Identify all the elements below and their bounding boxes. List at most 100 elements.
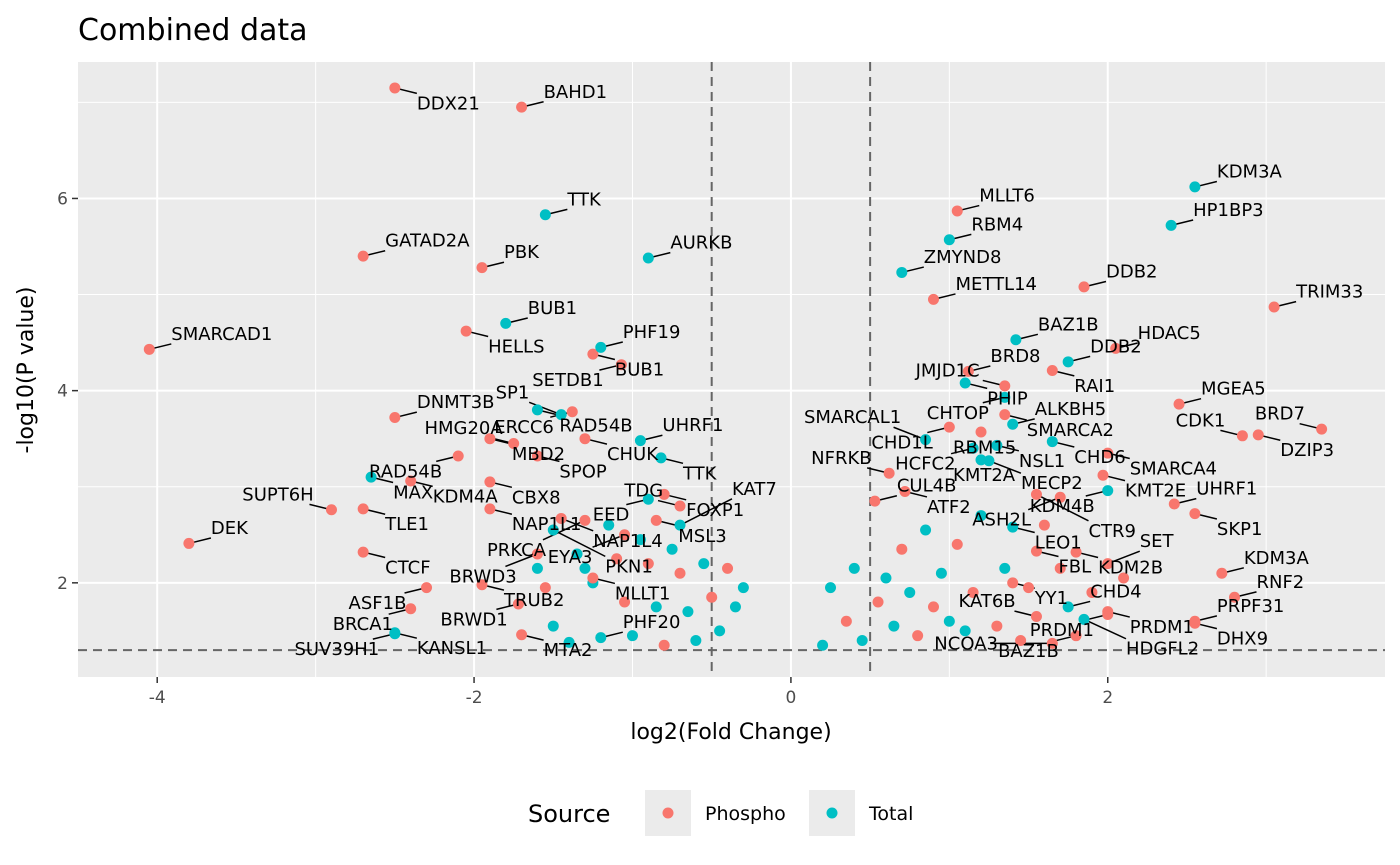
data-point — [674, 519, 686, 531]
data-point — [1268, 301, 1280, 313]
point-label: FOXP1 — [686, 500, 744, 521]
point-label: UHRF1 — [662, 415, 723, 436]
data-point — [539, 582, 551, 594]
data-point — [920, 434, 932, 446]
point-label: PRDM1 — [1130, 617, 1194, 638]
data-point — [999, 409, 1011, 421]
data-point — [737, 582, 749, 594]
point-label: RAD54B — [369, 461, 442, 482]
point-label: CUL4B — [897, 476, 957, 497]
point-label: DNMT3B — [417, 392, 495, 413]
label-leader-line — [592, 534, 625, 548]
data-point — [531, 548, 543, 560]
legend-title: Source — [528, 800, 610, 828]
legend: Source Phospho Total — [528, 790, 913, 836]
data-point — [1046, 364, 1058, 376]
data-point — [1030, 545, 1042, 557]
point-label: SMARCA4 — [1130, 459, 1217, 480]
data-point — [531, 404, 543, 416]
data-point — [1070, 630, 1082, 642]
data-point — [991, 439, 1003, 451]
data-point — [698, 558, 710, 570]
data-point — [452, 450, 464, 462]
point-label: KDM4A — [433, 486, 499, 507]
data-point — [571, 548, 583, 560]
point-label: BAZ1B — [1038, 314, 1099, 335]
data-point — [634, 435, 646, 447]
data-point — [484, 476, 496, 488]
data-point — [539, 209, 551, 221]
point-label: PRDM1 — [1030, 620, 1094, 641]
data-point — [1168, 498, 1180, 510]
data-point — [626, 630, 638, 642]
point-label: DZIP3 — [1280, 440, 1334, 461]
data-point — [1023, 582, 1035, 594]
label-leader-line — [1083, 618, 1127, 640]
x-tick-label: 2 — [1102, 688, 1113, 708]
data-point — [927, 293, 939, 305]
point-label: EYA3 — [548, 547, 593, 568]
data-point — [642, 558, 654, 570]
data-point — [1070, 546, 1082, 558]
point-label: KDM4B — [1030, 496, 1095, 517]
point-label: METTL14 — [955, 274, 1037, 295]
data-point — [421, 582, 433, 594]
data-point — [587, 348, 599, 360]
data-point — [967, 586, 979, 598]
point-label: CHD4 — [1090, 581, 1141, 602]
point-label: PRPF31 — [1217, 596, 1284, 617]
data-point — [1316, 423, 1328, 435]
point-label: EED — [593, 505, 630, 526]
data-point — [714, 625, 726, 637]
legend-marker — [662, 807, 674, 819]
data-point — [983, 455, 995, 467]
data-point — [817, 639, 829, 651]
data-point — [357, 546, 369, 558]
data-point — [389, 412, 401, 424]
data-point — [476, 579, 488, 591]
point-label: JMJD1C — [915, 360, 980, 381]
data-point — [975, 510, 987, 522]
data-point — [389, 628, 401, 640]
point-label: PBK — [504, 242, 540, 263]
data-point — [999, 391, 1011, 403]
point-label: CDK1 — [1176, 410, 1226, 431]
data-point — [951, 538, 963, 550]
data-point — [999, 380, 1011, 392]
data-point — [1102, 609, 1114, 621]
data-point — [183, 537, 195, 549]
data-point — [325, 504, 337, 516]
data-point — [389, 82, 401, 94]
point-label: BRD8 — [990, 346, 1040, 367]
data-point — [1054, 562, 1066, 574]
data-point — [555, 512, 567, 524]
data-point — [872, 596, 884, 608]
data-point — [516, 101, 528, 113]
plot-panel — [78, 62, 1385, 677]
point-label: DHX9 — [1217, 629, 1268, 650]
point-label: NAP1L1 — [512, 514, 582, 535]
point-label: KAT6B — [958, 591, 1015, 612]
point-label: SMARCA2 — [1027, 420, 1114, 441]
data-point — [1007, 577, 1019, 589]
point-label: BRWD1 — [440, 609, 507, 630]
data-point — [642, 493, 654, 505]
y-tick-label: 6 — [57, 189, 68, 209]
data-point — [1189, 508, 1201, 520]
data-point — [579, 514, 591, 526]
point-label: MBD2 — [512, 444, 565, 465]
point-label: MGEA5 — [1201, 379, 1266, 400]
data-point — [1110, 342, 1122, 354]
data-point — [484, 503, 496, 515]
point-label: MECP2 — [1021, 473, 1083, 494]
point-label: ASF1B — [349, 593, 407, 614]
data-point — [555, 409, 567, 421]
data-point — [658, 639, 670, 651]
data-point — [357, 503, 369, 515]
data-point — [962, 365, 974, 377]
data-point — [595, 341, 607, 353]
point-label: DDB2 — [1090, 336, 1142, 357]
label-leader-line — [542, 519, 586, 541]
data-point — [658, 488, 670, 500]
data-point — [357, 250, 369, 262]
